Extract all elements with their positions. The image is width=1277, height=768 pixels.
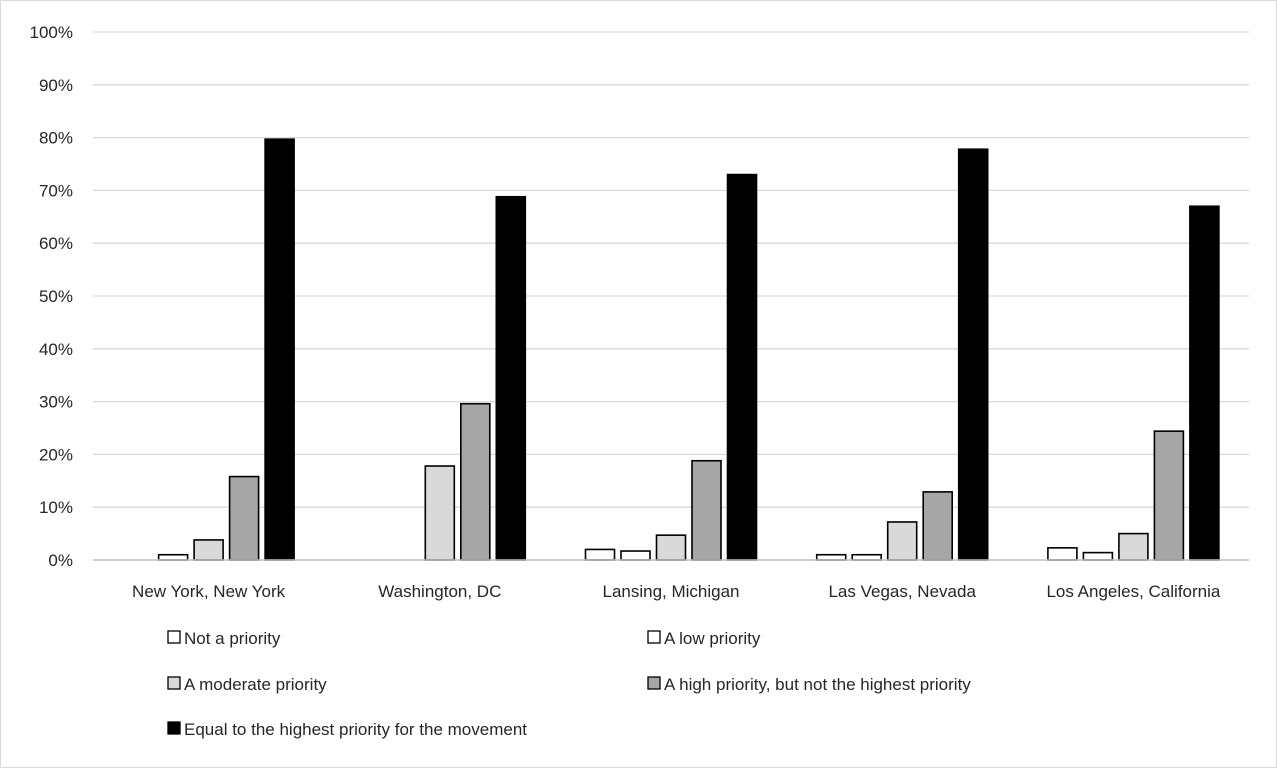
category-label: Los Angeles, California xyxy=(1046,582,1220,601)
bars xyxy=(157,138,1220,561)
y-tick-label: 50% xyxy=(39,287,73,306)
legend-label: A moderate priority xyxy=(184,675,327,694)
bar xyxy=(691,459,722,561)
legend: Not a priority A low priority A moderate p… xyxy=(167,629,971,739)
bar xyxy=(264,138,295,561)
y-tick-label: 0% xyxy=(48,551,73,570)
bar xyxy=(495,195,527,561)
legend-swatch xyxy=(647,630,661,644)
bar xyxy=(620,550,651,561)
legend-label: Equal to the highest priority for the mo… xyxy=(184,720,527,739)
bar xyxy=(193,539,224,561)
bar xyxy=(922,491,954,561)
y-tick-label: 80% xyxy=(39,129,73,148)
y-tick-label: 10% xyxy=(39,498,73,517)
legend-label: Not a priority xyxy=(184,629,281,648)
bar xyxy=(726,173,758,561)
bar xyxy=(1118,532,1149,561)
category-label: Las Vegas, Nevada xyxy=(828,582,976,601)
legend-swatch xyxy=(167,630,181,644)
legend-swatch xyxy=(647,676,661,690)
bar xyxy=(1082,551,1114,561)
bar xyxy=(1189,205,1220,561)
legend-label: A low priority xyxy=(664,629,761,648)
y-tick-label: 30% xyxy=(39,393,73,412)
legend-swatch xyxy=(167,721,181,735)
y-tick-label: 70% xyxy=(39,181,73,200)
legend-swatch xyxy=(167,676,181,690)
bar xyxy=(228,475,260,561)
category-label: Lansing, Michigan xyxy=(602,582,739,601)
bar xyxy=(1153,430,1185,561)
bar xyxy=(424,465,456,561)
bar xyxy=(886,521,918,561)
bar xyxy=(157,553,189,561)
y-tick-label: 100% xyxy=(30,23,73,42)
bar xyxy=(1047,547,1078,561)
bar xyxy=(815,553,847,561)
y-tick-label: 20% xyxy=(39,445,73,464)
legend-label: A high priority, but not the highest pri… xyxy=(664,675,971,694)
bar xyxy=(459,402,491,561)
bar xyxy=(655,534,687,561)
y-axis-ticks: 0% 10% 20% 30% 40% 50% 60% 70% 80% 90% 100% xyxy=(30,23,73,570)
y-tick-label: 60% xyxy=(39,234,73,253)
bar xyxy=(584,548,616,561)
category-labels: New York, New York Washington, DC Lansing,… xyxy=(132,582,1221,601)
category-label: Washington, DC xyxy=(378,582,501,601)
y-tick-label: 90% xyxy=(39,76,73,95)
category-label: New York, New York xyxy=(132,582,286,601)
bar xyxy=(851,553,883,561)
bar xyxy=(957,148,989,561)
y-tick-label: 40% xyxy=(39,340,73,359)
